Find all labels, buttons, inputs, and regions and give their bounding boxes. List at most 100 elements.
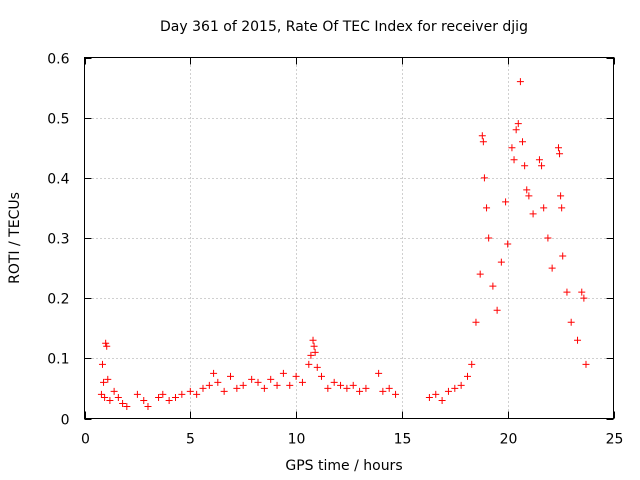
data-point [582, 360, 590, 368]
data-point [337, 381, 345, 389]
y-tick-label: 0.5 [47, 112, 69, 128]
data-point [102, 339, 110, 347]
x-axis-label: GPS time / hours [285, 458, 402, 474]
data-point [119, 399, 127, 407]
data-point [330, 378, 338, 386]
data-point [214, 378, 222, 386]
data-point [205, 381, 213, 389]
y-axis-label: ROTI / TECUs [7, 192, 23, 284]
data-point [516, 78, 524, 86]
data-point [510, 156, 518, 164]
data-point [186, 387, 194, 395]
data-point [508, 144, 516, 152]
data-point [392, 390, 400, 398]
data-point [239, 381, 247, 389]
x-tick-labels: 0 5 10 15 20 25 [81, 432, 623, 448]
data-point [525, 192, 533, 200]
data-point [144, 402, 152, 410]
y-tick-label: 0.6 [47, 52, 69, 68]
data-point [310, 342, 318, 350]
data-point [519, 138, 527, 146]
data-point [535, 156, 543, 164]
data-point [493, 306, 501, 314]
data-point [529, 210, 537, 218]
data-point [110, 387, 118, 395]
chart-title: Day 361 of 2015, Rate Of TEC Index for r… [160, 19, 528, 35]
data-point [349, 381, 357, 389]
grid-lines [84, 57, 614, 419]
data-point [254, 378, 262, 386]
data-point [375, 369, 383, 377]
data-point [233, 384, 241, 392]
x-tick-label: 10 [288, 432, 306, 448]
data-point [227, 372, 235, 380]
data-point [489, 282, 497, 290]
data-point [559, 252, 567, 260]
data-point [483, 204, 491, 212]
data-point [554, 144, 562, 152]
data-point [273, 381, 281, 389]
data-point [267, 375, 275, 383]
data-point [580, 294, 588, 302]
data-point [432, 390, 440, 398]
data-point [538, 162, 546, 170]
data-point [98, 360, 106, 368]
data-point [512, 126, 520, 134]
y-tick-label: 0.3 [47, 232, 69, 248]
data-point [485, 234, 493, 242]
data-point [457, 381, 465, 389]
data-point [548, 264, 556, 272]
data-point [140, 396, 148, 404]
data-point [379, 387, 387, 395]
data-point [104, 375, 112, 383]
data-point [178, 390, 186, 398]
data-point [478, 132, 486, 140]
data-point [313, 363, 321, 371]
data-point [356, 387, 364, 395]
data-point [385, 384, 393, 392]
x-tick-label: 0 [81, 432, 90, 448]
data-point [558, 204, 566, 212]
data-point [165, 396, 173, 404]
data-point [155, 393, 163, 401]
data-point [514, 120, 522, 128]
data-point [309, 336, 317, 344]
data-point [199, 384, 207, 392]
x-tick-label: 25 [606, 432, 624, 448]
y-tick-label: 0 [61, 413, 70, 429]
data-point [123, 402, 131, 410]
y-tick-label: 0.2 [47, 292, 69, 308]
data-point [298, 378, 306, 386]
data-point [362, 384, 370, 392]
x-tick-label: 20 [500, 432, 518, 448]
x-tick-label: 15 [394, 432, 412, 448]
data-point [480, 174, 488, 182]
data-point [472, 318, 480, 326]
data-point [563, 288, 571, 296]
data-point [479, 138, 487, 146]
data-point [521, 162, 529, 170]
data-point [103, 342, 111, 350]
data-point [502, 198, 510, 206]
data-point [556, 150, 564, 158]
data-point [133, 390, 141, 398]
data-point [567, 318, 575, 326]
data-points [97, 78, 590, 410]
data-point [317, 372, 325, 380]
data-point [343, 384, 351, 392]
data-point [100, 378, 108, 386]
data-point [557, 192, 565, 200]
x-tick-label: 5 [186, 432, 195, 448]
data-point [210, 369, 218, 377]
data-point [248, 375, 256, 383]
data-point [171, 393, 179, 401]
data-point [193, 390, 201, 398]
data-point [497, 258, 505, 266]
data-point [305, 360, 313, 368]
data-point [468, 360, 476, 368]
axis-ticks [84, 57, 615, 420]
data-point [279, 369, 287, 377]
data-point [260, 384, 268, 392]
data-point [101, 393, 109, 401]
y-tick-labels: 0 0.1 0.2 0.3 0.4 0.5 0.6 [47, 52, 69, 429]
